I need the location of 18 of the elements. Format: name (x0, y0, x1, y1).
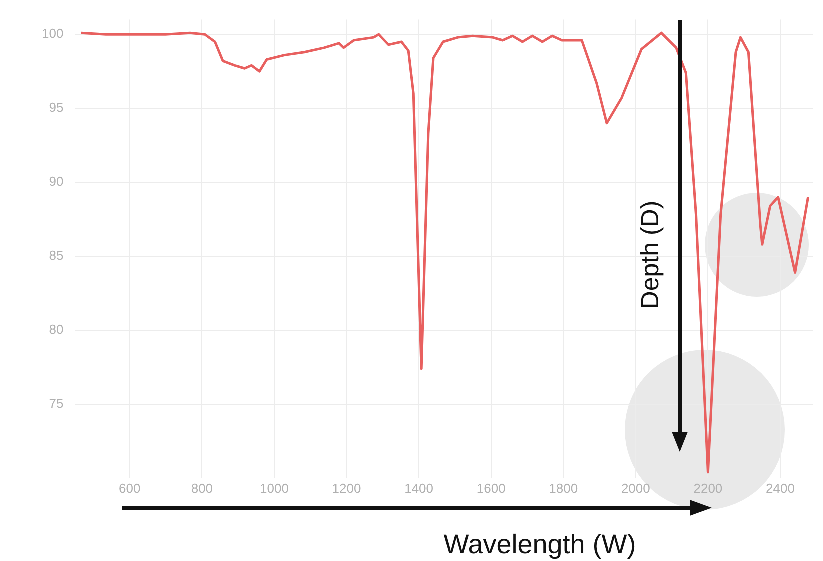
y-tick-label: 90 (49, 174, 64, 190)
x-tick-label: 1800 (549, 480, 578, 496)
x-tick-label: 1400 (404, 480, 434, 496)
x-tick-label: 2400 (766, 480, 795, 496)
annotation: Depth (D) (636, 200, 666, 310)
y-tick-label: 100 (42, 26, 64, 42)
y-tick-label: 95 (49, 100, 64, 116)
x-tick-label: 2000 (621, 480, 650, 496)
text: Wavelength (W) (444, 530, 636, 560)
x-tick-label: 1000 (260, 480, 289, 496)
x-tick-label: 800 (191, 480, 214, 496)
x-tick-label: 600 (119, 480, 141, 496)
y-tick-label: 75 (49, 396, 64, 412)
y-tick-label: 85 (49, 248, 64, 264)
y-tick-label: 80 (49, 322, 64, 338)
x-tick-label: 2200 (694, 480, 723, 496)
x-tick-label: 1200 (332, 480, 362, 496)
x-tick-label: 1600 (476, 480, 506, 496)
